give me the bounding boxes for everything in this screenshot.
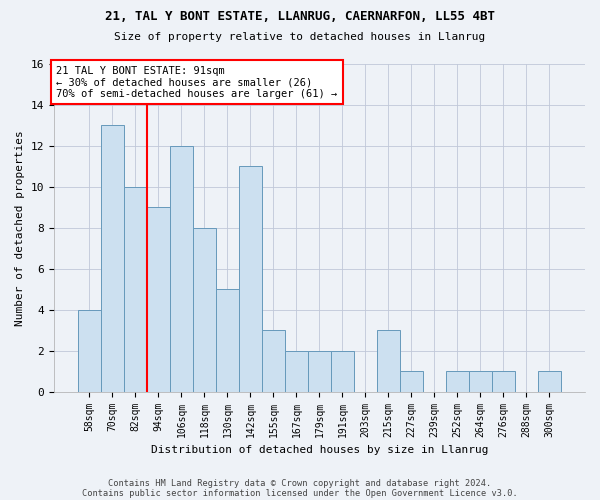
Text: 21, TAL Y BONT ESTATE, LLANRUG, CAERNARFON, LL55 4BT: 21, TAL Y BONT ESTATE, LLANRUG, CAERNARF… [105, 10, 495, 23]
X-axis label: Distribution of detached houses by size in Llanrug: Distribution of detached houses by size … [151, 445, 488, 455]
Bar [285, 350, 308, 392]
Bar [400, 371, 423, 392]
Bar [262, 330, 285, 392]
Text: Contains public sector information licensed under the Open Government Licence v3: Contains public sector information licen… [82, 488, 518, 498]
Bar [124, 187, 147, 392]
Text: Contains HM Land Registry data © Crown copyright and database right 2024.: Contains HM Land Registry data © Crown c… [109, 478, 491, 488]
Bar [216, 290, 239, 392]
Bar [492, 371, 515, 392]
Bar [446, 371, 469, 392]
Bar [170, 146, 193, 392]
Bar [469, 371, 492, 392]
Y-axis label: Number of detached properties: Number of detached properties [15, 130, 25, 326]
Bar [331, 350, 354, 392]
Text: 21 TAL Y BONT ESTATE: 91sqm
← 30% of detached houses are smaller (26)
70% of sem: 21 TAL Y BONT ESTATE: 91sqm ← 30% of det… [56, 66, 338, 99]
Bar [193, 228, 216, 392]
Text: Size of property relative to detached houses in Llanrug: Size of property relative to detached ho… [115, 32, 485, 42]
Bar [538, 371, 561, 392]
Bar [377, 330, 400, 392]
Bar [78, 310, 101, 392]
Bar [308, 350, 331, 392]
Bar [147, 208, 170, 392]
Bar [101, 126, 124, 392]
Bar [239, 166, 262, 392]
